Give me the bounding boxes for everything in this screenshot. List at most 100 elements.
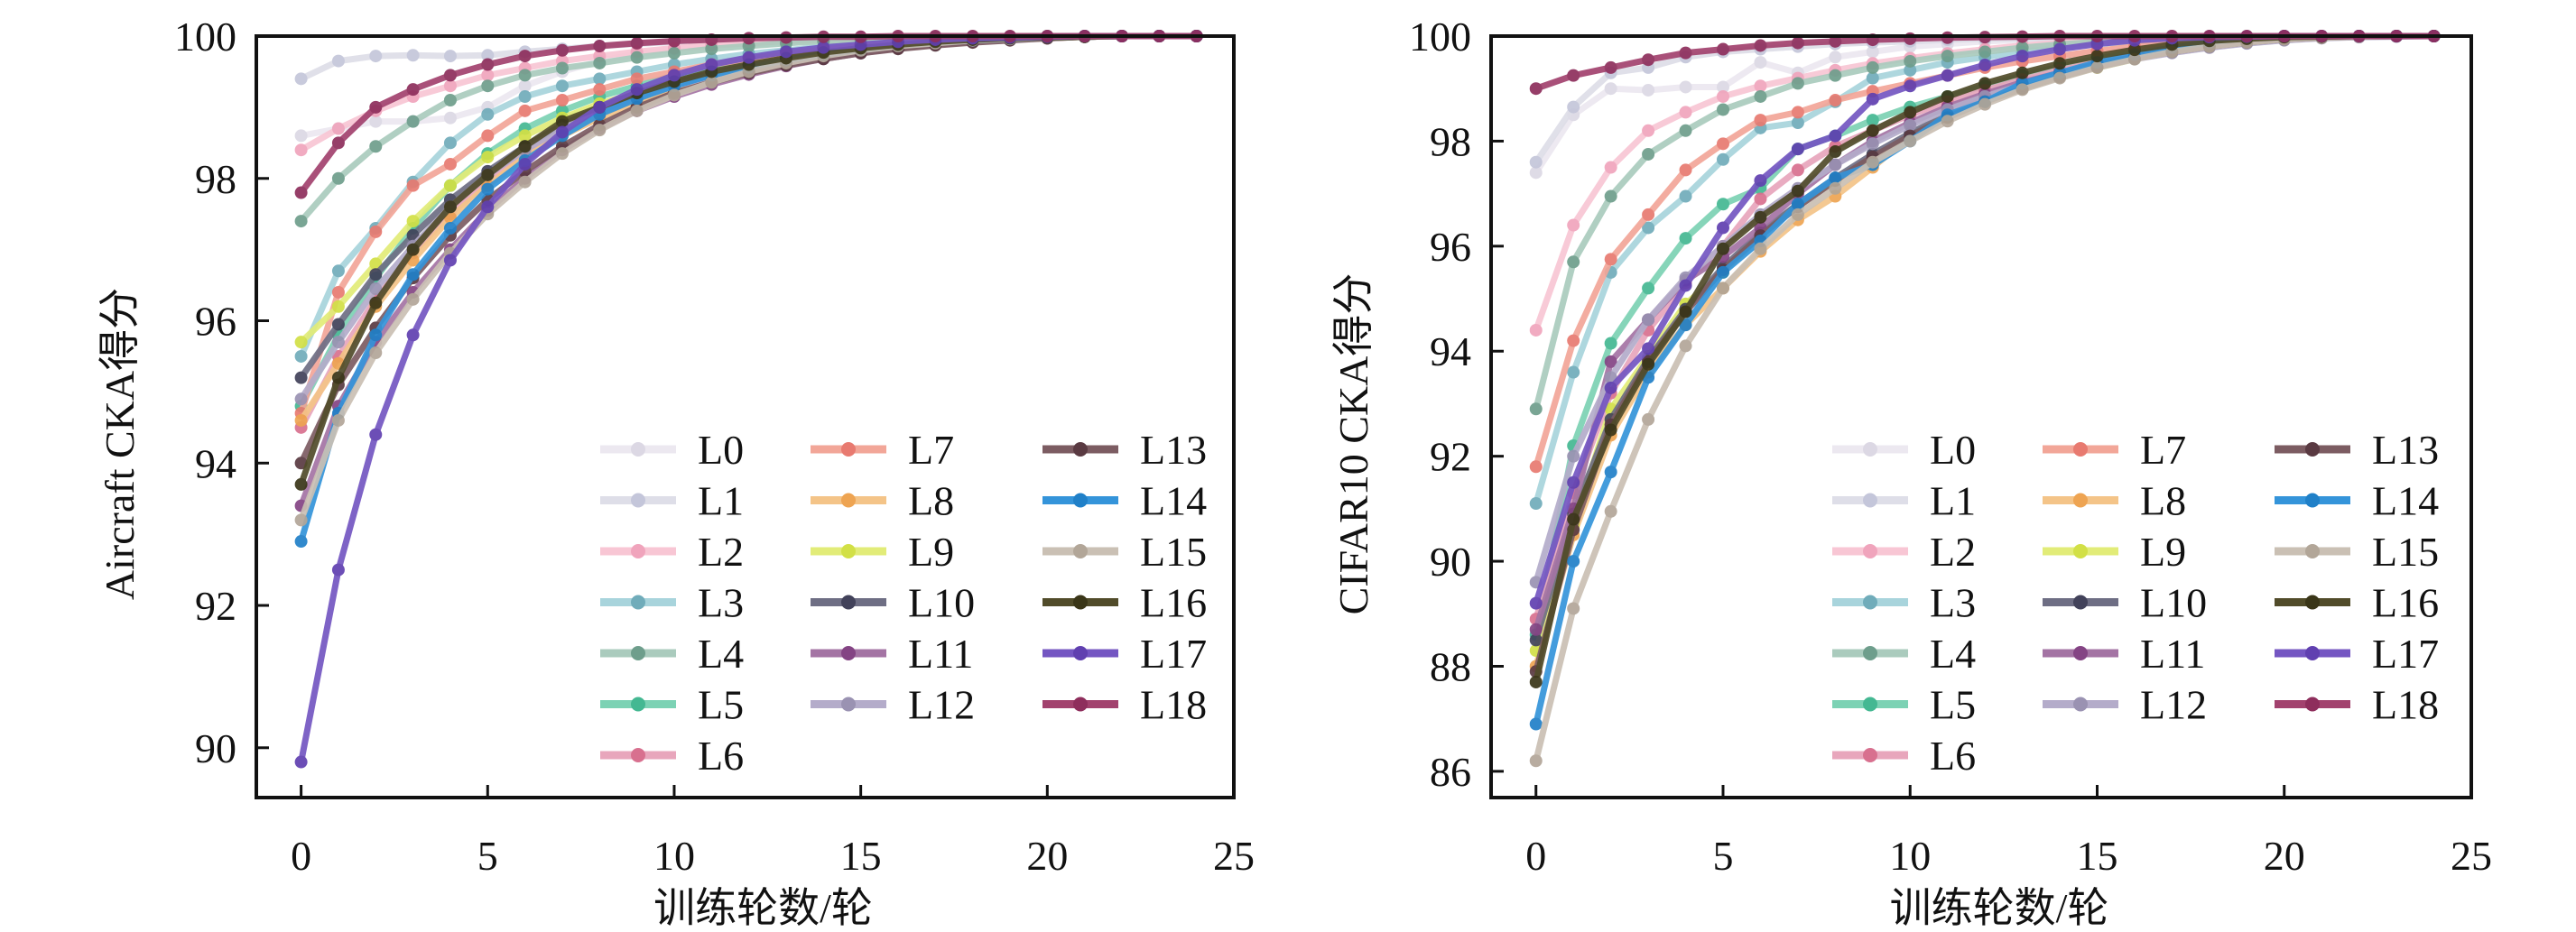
legend-marker (841, 697, 856, 712)
data-point (518, 140, 532, 153)
data-point (1642, 281, 1655, 295)
legend-label: L16 (1140, 580, 1207, 626)
data-point (481, 129, 495, 143)
data-point (406, 83, 420, 97)
data-point (331, 136, 345, 150)
data-point (331, 336, 345, 349)
data-point (481, 79, 495, 93)
data-point (406, 268, 420, 281)
legend: L0 L1 L2 L3 L4 L5 L6 L7 L8 L9 L10 L11 L12 L13 L14 L15 L1… (600, 427, 1207, 779)
data-point (1642, 53, 1655, 67)
data-point (1941, 69, 1954, 82)
data-point (294, 186, 308, 199)
data-point (1604, 381, 1617, 394)
legend-item-l5: L5 (1832, 682, 1976, 728)
data-point (1866, 155, 1879, 169)
data-point (1567, 218, 1580, 232)
legend-label: L4 (698, 631, 744, 677)
data-point (1716, 265, 1729, 279)
data-point (630, 51, 644, 64)
data-point (331, 413, 345, 427)
cifar10-cka-chart: 0 5 10 15 20 25 86 88 90 92 94 96 98 100 CIFAR10 CKA得… (1330, 14, 2492, 931)
y-tick-label: 98 (195, 156, 236, 202)
data-point (630, 36, 644, 50)
legend-item-l16: L16 (1042, 580, 1207, 626)
data-point (294, 535, 308, 549)
data-point (406, 215, 420, 228)
data-point (481, 200, 495, 214)
data-point (1941, 115, 1954, 128)
data-point (555, 43, 569, 57)
x-tick-label: 15 (2076, 833, 2117, 879)
data-point (2015, 50, 2029, 63)
data-point (331, 300, 345, 313)
data-point (294, 392, 308, 406)
x-axis-label: 训练轮数/轮 (1890, 885, 2109, 931)
data-point (518, 69, 532, 82)
legend-label: L13 (1140, 427, 1207, 473)
data-point (1642, 83, 1655, 97)
data-point (1904, 54, 1917, 68)
data-point (294, 336, 308, 349)
series-l16 (1529, 30, 2441, 688)
legend-item-l18: L18 (2275, 682, 2439, 728)
legend-item-l12: L12 (811, 682, 975, 728)
data-point (555, 115, 569, 128)
legend-marker (2073, 697, 2088, 712)
data-point (667, 69, 681, 82)
legend-item-l13: L13 (1042, 427, 1207, 473)
data-point (331, 171, 345, 185)
data-point (1604, 82, 1617, 96)
data-point (667, 46, 681, 60)
data-point (1567, 602, 1580, 615)
legend-marker (2073, 493, 2088, 508)
data-point (1716, 42, 1729, 56)
data-point (1642, 357, 1655, 371)
data-point (443, 111, 457, 125)
data-point (1866, 114, 1879, 127)
data-point (1866, 124, 1879, 137)
legend-marker (2305, 697, 2320, 712)
data-point (1716, 152, 1729, 166)
data-point (443, 79, 457, 93)
data-point (1791, 184, 1804, 198)
data-point (1754, 89, 1767, 103)
series-line (1533, 32, 2434, 683)
data-point (1866, 137, 1879, 151)
data-point (294, 349, 308, 363)
legend-item-l18: L18 (1042, 682, 1207, 728)
legend-item-l2: L2 (1832, 529, 1976, 575)
legend-marker (1073, 697, 1088, 712)
legend-item-l3: L3 (1832, 580, 1976, 626)
data-point (331, 563, 345, 577)
legend-item-l14: L14 (1042, 478, 1207, 524)
data-point (1642, 147, 1655, 161)
data-point (443, 157, 457, 171)
data-point (1604, 253, 1617, 266)
legend-marker (631, 697, 645, 712)
legend-item-l4: L4 (600, 631, 744, 677)
y-tick-label: 88 (1430, 643, 1471, 689)
series-layer (294, 30, 1203, 769)
plot-frame (255, 34, 1236, 799)
legend-label: L10 (908, 580, 975, 626)
data-point (1716, 242, 1729, 255)
data-point (742, 32, 755, 45)
y-axis-label: CIFAR10 CKA得分 (1330, 273, 1376, 615)
legend-label: L4 (1930, 631, 1976, 677)
legend-label: L3 (698, 580, 744, 626)
legend-label: L2 (1930, 529, 1976, 575)
data-point (1716, 281, 1729, 295)
legend-marker (631, 544, 645, 558)
data-point (481, 168, 495, 181)
legend-label: L14 (1140, 478, 1207, 524)
data-point (1978, 97, 1992, 111)
data-point (1604, 355, 1617, 368)
legend-label: L3 (1930, 580, 1976, 626)
data-point (518, 90, 532, 104)
data-point (1529, 596, 1543, 610)
data-point (443, 200, 457, 214)
data-point (555, 147, 569, 161)
legend-label: L5 (1930, 682, 1976, 728)
data-point (294, 215, 308, 228)
